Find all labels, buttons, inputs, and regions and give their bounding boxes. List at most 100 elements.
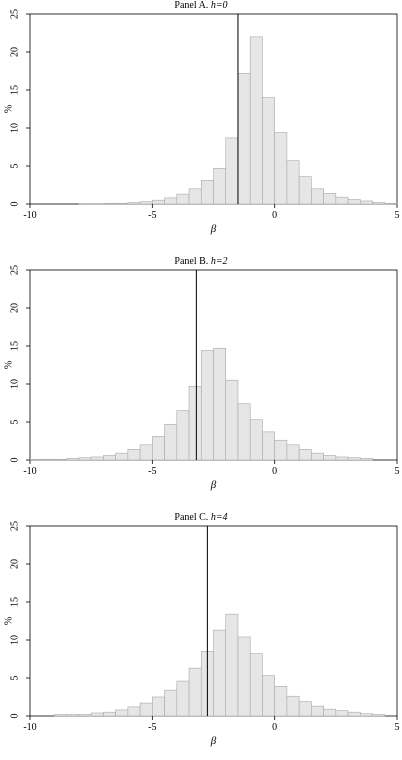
histogram-bar (103, 455, 115, 460)
histogram-bar (385, 203, 397, 204)
x-tick-label: 0 (272, 210, 277, 221)
x-tick-label: -10 (23, 722, 36, 733)
histogram-bar (360, 714, 372, 716)
x-axis-label: β (210, 223, 217, 235)
y-tick-label: 20 (10, 47, 21, 57)
x-tick-label: 0 (272, 466, 277, 477)
histogram-bar (201, 180, 213, 204)
histogram-bar (54, 459, 66, 460)
histogram-bar (250, 654, 262, 716)
histogram-bar (140, 202, 152, 204)
histogram-bar (324, 709, 336, 716)
histogram-bar (54, 714, 66, 716)
y-tick-label: 5 (10, 164, 21, 169)
histogram-bar (67, 714, 79, 716)
histogram-bar (79, 458, 91, 460)
x-tick-label: 5 (395, 466, 400, 477)
histogram-bar (275, 133, 287, 204)
histogram-bar (214, 168, 226, 204)
histogram-bar (262, 432, 274, 460)
y-tick-label: 0 (10, 202, 21, 207)
y-tick-label: 5 (10, 420, 21, 425)
y-tick-label: 15 (10, 341, 21, 351)
y-tick-label: 0 (10, 458, 21, 463)
histogram-bar (311, 453, 323, 460)
histogram-bar (348, 712, 360, 716)
histogram-bar (373, 714, 385, 716)
y-tick-label: 20 (10, 303, 21, 313)
histogram-bar (201, 351, 213, 460)
histogram-bar (336, 711, 348, 716)
histogram-bar (238, 73, 250, 204)
x-tick-label: 5 (395, 210, 400, 221)
histogram-bar (336, 197, 348, 204)
histogram-bar (30, 459, 42, 460)
histogram-bar (128, 707, 140, 716)
y-axis-label: % (4, 361, 15, 369)
y-tick-label: 25 (10, 265, 21, 275)
y-tick-label: 15 (10, 85, 21, 95)
y-tick-label: 10 (10, 123, 21, 133)
histogram-bar (238, 637, 250, 716)
y-tick-label: 5 (10, 676, 21, 681)
x-tick-label: -10 (23, 210, 36, 221)
histogram-bar (275, 440, 287, 460)
histogram-bar (262, 98, 274, 204)
histogram-bar (189, 668, 201, 716)
histogram-bar (140, 703, 152, 716)
histogram-bar (299, 177, 311, 204)
histogram-bar (165, 198, 177, 204)
histogram-bar (287, 445, 299, 460)
histogram-bar (165, 424, 177, 460)
histogram-bar (189, 386, 201, 460)
histogram-bar (116, 710, 128, 716)
x-tick-label: -10 (23, 466, 36, 477)
histogram-bar (226, 380, 238, 460)
histogram-bar (128, 449, 140, 460)
histogram-bar (116, 453, 128, 460)
x-tick-label: -5 (148, 466, 156, 477)
histogram-bar (226, 614, 238, 716)
histogram-bar (299, 449, 311, 460)
histogram-bar (152, 697, 164, 716)
histogram-bar (165, 690, 177, 716)
y-tick-label: 0 (10, 714, 21, 719)
histogram-bar (214, 348, 226, 460)
histogram-bar (128, 202, 140, 204)
y-axis-label: % (4, 105, 15, 113)
histogram-bar (324, 455, 336, 460)
histogram-bar (336, 457, 348, 460)
histogram-bar (177, 681, 189, 716)
histogram-bar (189, 189, 201, 204)
histogram-bar (250, 420, 262, 460)
y-tick-label: 15 (10, 597, 21, 607)
x-axis-label: β (210, 735, 217, 747)
histogram-bar (287, 696, 299, 716)
y-axis-label: % (4, 617, 15, 625)
histogram-bar (287, 161, 299, 204)
histogram-bar (214, 630, 226, 716)
histogram-bar (116, 203, 128, 204)
histogram-bar (360, 458, 372, 460)
histogram-bar (299, 702, 311, 716)
histogram-bar (103, 712, 115, 716)
histogram-bar (177, 194, 189, 204)
histogram-bar (91, 457, 103, 460)
histogram-bar (42, 459, 54, 460)
histogram-bar (152, 436, 164, 460)
histogram-bar (238, 404, 250, 460)
histogram-bar (324, 193, 336, 204)
histogram-bar (360, 201, 372, 204)
x-tick-label: 5 (395, 722, 400, 733)
y-tick-label: 25 (10, 9, 21, 19)
x-tick-label: -5 (148, 722, 156, 733)
histogram-bar (311, 189, 323, 204)
histogram-bar (373, 202, 385, 204)
x-tick-label: 0 (272, 722, 277, 733)
y-tick-label: 20 (10, 559, 21, 569)
